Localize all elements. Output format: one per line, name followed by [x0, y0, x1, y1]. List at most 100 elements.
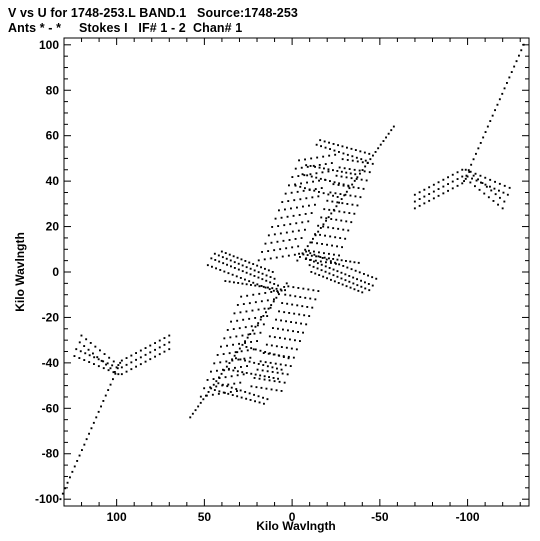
uv-point: [264, 351, 267, 353]
uv-point: [99, 349, 101, 352]
uv-point: [247, 333, 250, 336]
uv-point: [348, 187, 351, 190]
uv-point: [112, 360, 115, 363]
uv-point: [286, 215, 289, 218]
uv-point: [319, 177, 322, 180]
uv-point: [120, 366, 123, 369]
uv-point: [231, 358, 233, 361]
uv-point: [130, 354, 133, 357]
x-tick-label: 100: [107, 510, 127, 524]
uv-point: [340, 198, 343, 200]
uv-point: [472, 174, 475, 177]
uv-point: [442, 185, 445, 188]
uv-point: [214, 259, 217, 261]
uv-point: [305, 164, 308, 167]
uv-point: [310, 254, 313, 257]
uv-point: [301, 252, 304, 255]
uv-point: [474, 185, 476, 188]
uv-point: [158, 353, 161, 356]
uv-point: [301, 221, 304, 224]
uv-point: [494, 109, 496, 112]
uv-point: [199, 401, 202, 404]
uv-point: [59, 498, 62, 501]
uv-point: [237, 282, 240, 284]
uv-point: [484, 183, 487, 186]
uv-point: [319, 227, 322, 229]
uv-point: [359, 172, 361, 175]
uv-point: [497, 203, 499, 206]
uv-point: [325, 219, 327, 222]
uv-point: [348, 275, 351, 277]
uv-point: [257, 322, 260, 325]
uv-point: [305, 323, 308, 326]
y-axis-label: Kilo Wavlngth: [13, 232, 27, 312]
uv-point: [259, 374, 262, 377]
uv-point: [314, 165, 316, 168]
uv-point: [333, 209, 336, 212]
uv-point: [242, 373, 245, 376]
uv-point: [199, 395, 202, 398]
uv-point: [211, 265, 213, 268]
uv-point: [263, 378, 266, 381]
uv-point: [503, 200, 506, 203]
uv-point: [92, 352, 94, 355]
uv-point: [325, 217, 328, 220]
uv-point: [451, 180, 454, 183]
uv-point: [277, 354, 280, 357]
uv-point: [352, 282, 355, 285]
uv-point: [346, 153, 349, 156]
uv-point: [297, 245, 300, 248]
uv-point: [93, 356, 96, 359]
uv-point: [85, 438, 88, 441]
uv-point: [88, 432, 90, 435]
uv-point: [236, 370, 239, 373]
uv-point: [328, 272, 331, 275]
uv-point: [266, 299, 269, 302]
uv-point: [337, 144, 339, 147]
uv-point: [273, 233, 276, 236]
uv-point: [423, 195, 426, 198]
y-tick-label: 20: [46, 220, 60, 234]
uv-point: [313, 250, 315, 253]
uv-point: [357, 261, 360, 264]
uv-point: [284, 192, 287, 195]
uv-point: [273, 277, 276, 280]
uv-point: [442, 178, 445, 181]
uv-point: [102, 400, 105, 402]
uv-point: [310, 212, 313, 214]
uv-point: [237, 358, 240, 361]
uv-point: [252, 281, 255, 284]
uv-point: [336, 196, 339, 198]
uv-point: [461, 168, 464, 171]
uv-point: [235, 275, 238, 278]
uv-point: [309, 252, 312, 255]
uv-point: [334, 261, 336, 264]
uv-point: [312, 289, 315, 292]
uv-point: [244, 326, 247, 329]
uv-point: [306, 245, 309, 248]
uv-point: [334, 236, 337, 239]
uv-point: [306, 254, 309, 256]
uv-point: [264, 267, 266, 270]
uv-point: [349, 260, 352, 263]
uv-point: [295, 222, 298, 225]
uv-point: [119, 361, 122, 364]
uv-point: [168, 341, 171, 344]
uv-point: [351, 159, 354, 162]
uv-point: [222, 262, 225, 265]
x-tick-label: -100: [456, 510, 480, 524]
uv-point: [275, 256, 278, 259]
plot-frame: [63, 37, 530, 507]
uv-point: [349, 286, 352, 289]
uv-point: [107, 369, 110, 372]
uv-point: [256, 340, 258, 342]
uv-point: [309, 165, 312, 167]
uv-point: [245, 310, 248, 313]
uv-point: [231, 359, 234, 362]
uv-point: [465, 174, 468, 177]
uv-point: [258, 292, 261, 295]
x-tick-label: 0: [289, 510, 296, 524]
uv-point: [263, 307, 266, 310]
uv-point: [364, 287, 367, 290]
uv-point: [316, 242, 318, 245]
